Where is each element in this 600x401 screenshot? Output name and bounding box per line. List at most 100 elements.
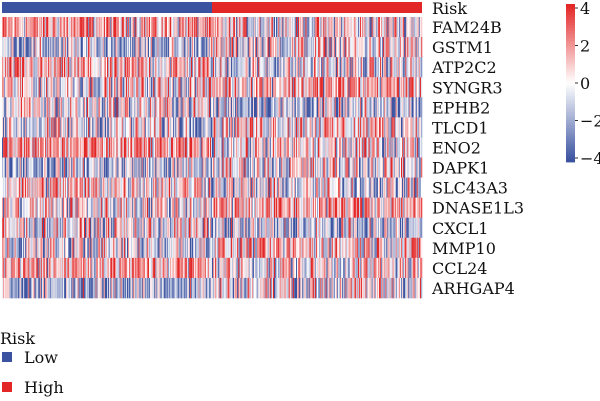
heatmap-cell xyxy=(273,57,276,78)
heatmap-cell xyxy=(216,137,218,158)
heatmap-cell xyxy=(321,217,323,239)
heatmap-cell xyxy=(24,17,26,38)
heatmap-cell xyxy=(224,157,226,178)
heatmap-cell xyxy=(126,217,129,239)
heatmap-cell xyxy=(321,57,323,78)
heatmap-cell xyxy=(292,137,295,158)
heatmap-cell xyxy=(39,137,42,158)
heatmap-cell xyxy=(201,117,203,138)
heatmap-cell xyxy=(138,17,140,38)
heatmap-cell xyxy=(201,257,203,279)
heatmap-cell xyxy=(112,77,114,98)
heatmap-cell xyxy=(83,117,86,138)
heatmap-cell xyxy=(286,177,288,198)
heatmap-cell xyxy=(385,117,387,138)
heatmap-cell xyxy=(41,177,44,198)
heatmap-cell xyxy=(129,17,131,38)
heatmap-cell xyxy=(310,197,313,219)
heatmap-cell xyxy=(65,77,67,98)
heatmap-cell xyxy=(56,117,58,138)
heatmap-cell xyxy=(217,157,219,178)
heatmap-cell xyxy=(133,137,135,158)
heatmap-cell xyxy=(327,157,329,178)
heatmap-cell xyxy=(398,177,401,198)
heatmap-cell xyxy=(159,257,161,279)
heatmap-cell xyxy=(117,257,119,279)
heatmap-cell xyxy=(302,37,304,58)
heatmap-cell xyxy=(368,77,370,98)
heatmap-cell xyxy=(60,197,63,219)
heatmap-cell xyxy=(386,97,388,118)
heatmap-cell xyxy=(144,137,147,158)
heatmap-cell xyxy=(260,77,262,98)
heatmap-cell xyxy=(292,157,295,178)
heatmap-cell xyxy=(39,177,42,198)
heatmap-cell xyxy=(168,157,171,178)
heatmap-cell xyxy=(339,17,341,38)
heatmap-cell xyxy=(170,217,172,239)
heatmap-cell xyxy=(347,137,349,158)
heatmap-cell xyxy=(78,177,80,198)
heatmap-cell xyxy=(77,77,79,98)
heatmap-cell xyxy=(208,57,211,78)
heatmap-cell xyxy=(291,237,294,259)
heatmap-cell xyxy=(83,137,86,158)
heatmap-cell xyxy=(325,237,327,259)
heatmap-cell xyxy=(362,117,364,138)
heatmap-cell xyxy=(385,237,387,259)
heatmap-cell xyxy=(76,237,78,259)
heatmap-cell xyxy=(87,137,89,158)
heatmap-cell xyxy=(171,117,173,138)
heatmap-cell xyxy=(285,197,287,219)
heatmap-cell xyxy=(16,77,19,98)
heatmap-cell xyxy=(102,97,105,118)
heatmap-cell xyxy=(139,217,141,239)
heatmap-cell xyxy=(385,157,387,178)
heatmap-cell xyxy=(267,57,269,78)
heatmap-cell xyxy=(418,137,421,158)
heatmap-cell xyxy=(167,77,170,98)
heatmap-cell xyxy=(377,57,380,78)
heatmap-cell xyxy=(207,17,210,38)
heatmap-cell xyxy=(46,97,48,118)
heatmap-cell xyxy=(268,197,271,219)
heatmap-cell xyxy=(39,37,42,58)
heatmap-cell xyxy=(235,197,237,219)
heatmap-cell xyxy=(208,77,211,98)
heatmap-cell xyxy=(336,177,339,198)
heatmap-cell xyxy=(51,197,53,219)
heatmap-cell xyxy=(407,17,409,38)
heatmap-cell xyxy=(119,197,121,219)
heatmap-cell xyxy=(38,217,41,239)
heatmap-cell xyxy=(141,217,143,239)
heatmap-cell xyxy=(380,17,382,38)
heatmap-cell xyxy=(45,177,47,198)
heatmap-cell xyxy=(191,217,193,239)
heatmap-cell xyxy=(353,177,356,198)
heatmap-cell xyxy=(217,97,219,118)
heatmap-cell xyxy=(228,217,231,239)
heatmap-cell xyxy=(229,37,232,58)
heatmap-cell xyxy=(362,37,364,58)
heatmap-cell xyxy=(338,17,340,38)
heatmap-cell xyxy=(14,37,16,58)
heatmap-cell xyxy=(57,117,59,138)
heatmap-cell xyxy=(157,97,159,118)
heatmap-cell xyxy=(56,237,58,259)
heatmap-cell xyxy=(126,257,129,279)
heatmap-cell xyxy=(284,97,286,118)
heatmap-cell xyxy=(264,117,266,138)
heatmap-cell xyxy=(128,57,130,78)
heatmap-cell xyxy=(261,217,263,239)
heatmap-cell xyxy=(210,117,213,138)
heatmap-cell xyxy=(44,217,46,239)
heatmap-cell xyxy=(7,137,9,158)
heatmap-cell xyxy=(242,117,244,138)
heatmap-cell xyxy=(262,97,264,118)
heatmap-cell xyxy=(89,37,91,58)
heatmap-cell xyxy=(217,37,219,58)
heatmap-cell xyxy=(306,237,308,259)
heatmap-cell xyxy=(319,237,321,259)
heatmap-cell xyxy=(119,137,121,158)
heatmap-cell xyxy=(125,37,128,58)
